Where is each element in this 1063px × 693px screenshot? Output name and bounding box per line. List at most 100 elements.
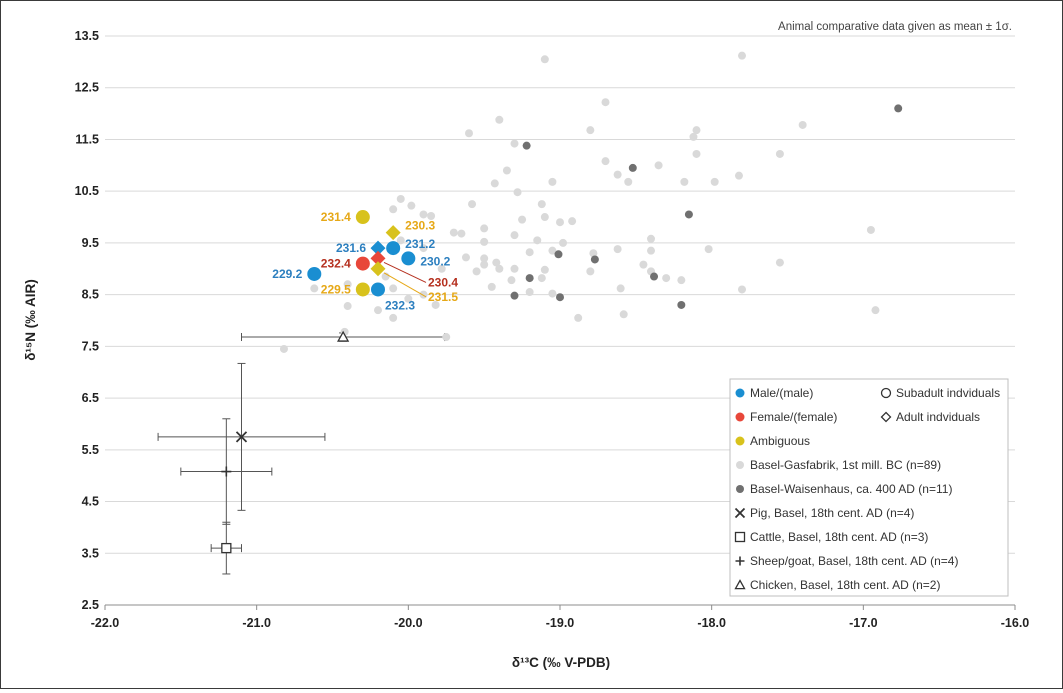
data-label: 229.2 (272, 267, 302, 281)
sheep-goat-basel-18th-cent-ad-n-4-mean (221, 466, 232, 477)
y-tick-label: 10.5 (75, 184, 99, 198)
y-tick-label: 4.5 (82, 495, 99, 509)
basel-gasfabrik-1st-mill-bc-n-89-point (548, 246, 557, 255)
basel-waisenhaus-ca-400-ad-n-11-point (590, 255, 599, 264)
basel-gasfabrik-1st-mill-bc-n-89-point (427, 212, 436, 221)
basel-gasfabrik-1st-mill-bc-n-89-point (559, 238, 568, 247)
data-label: 231.6 (336, 241, 366, 255)
basel-gasfabrik-1st-mill-bc-n-89-point (692, 126, 701, 135)
legend-label: Chicken, Basel, 18th cent. AD (n=2) (750, 578, 940, 592)
basel-gasfabrik-1st-mill-bc-n-89-point (775, 258, 784, 267)
y-tick-label: 9.5 (82, 236, 99, 250)
basel-gasfabrik-1st-mill-bc-n-89-point (507, 276, 516, 285)
male-male-point (370, 240, 386, 256)
basel-gasfabrik-1st-mill-bc-n-89-point (589, 249, 598, 258)
basel-gasfabrik-1st-mill-bc-n-89-point (738, 285, 746, 294)
x-tick-label: -18.0 (697, 616, 726, 630)
basel-gasfabrik-1st-mill-bc-n-89-point (389, 205, 398, 214)
basel-gasfabrik-1st-mill-bc-n-89-point (704, 245, 713, 254)
legend-marker-adult-indviduals (880, 411, 892, 423)
basel-waisenhaus-ca-400-ad-n-11-point (525, 274, 534, 283)
chart-note: Animal comparative data given as mean ± … (778, 21, 1012, 33)
basel-gasfabrik-1st-mill-bc-n-89-point (537, 200, 546, 209)
basel-gasfabrik-1st-mill-bc-n-89-point (510, 139, 519, 148)
basel-gasfabrik-1st-mill-bc-n-89-point (586, 267, 595, 276)
x-tick-label: -19.0 (546, 616, 575, 630)
female-female-point (370, 250, 386, 266)
basel-gasfabrik-1st-mill-bc-n-89-point (525, 248, 534, 257)
basel-waisenhaus-ca-400-ad-n-11-point (522, 141, 531, 150)
basel-gasfabrik-1st-mill-bc-n-89-point (533, 236, 542, 245)
basel-gasfabrik-1st-mill-bc-n-89-point (419, 290, 428, 299)
basel-gasfabrik-1st-mill-bc-n-89-point (866, 225, 875, 234)
basel-waisenhaus-ca-400-ad-n-11-point (554, 250, 563, 259)
basel-gasfabrik-1st-mill-bc-n-89-point (468, 200, 477, 209)
axes: 2.5 3.5 4.5 5.5 6.5 7.5 8.5 9.5 10.5 11.5 12.5 13.5… (75, 29, 1030, 630)
legend-label: Male/(male) (750, 386, 813, 400)
basel-gasfabrik-1st-mill-bc-n-89-point (624, 177, 633, 186)
error-bars (157, 332, 446, 575)
y-tick-label: 5.5 (82, 443, 99, 457)
basel-gasfabrik-1st-mill-bc-n-89-point (442, 333, 451, 342)
basel-gasfabrik-1st-mill-bc-n-89-point (457, 229, 466, 238)
y-tick-label: 8.5 (82, 288, 99, 302)
basel-gasfabrik-1st-mill-bc-n-89-point (548, 289, 557, 298)
x-tick-label: -21.0 (242, 616, 271, 630)
basel-gasfabrik-1st-mill-bc-n-89-point (389, 284, 398, 293)
ambiguous-point (355, 210, 370, 225)
basel-gasfabrik-1st-mill-bc-n-89-point (502, 166, 511, 175)
basel-gasfabrik-1st-mill-bc-n-89-point (487, 282, 496, 291)
basel-gasfabrik-1st-mill-bc-n-89-point (419, 244, 428, 253)
data-label: 231.2 (405, 237, 435, 251)
basel-gasfabrik-1st-mill-bc-n-89-point (540, 265, 549, 274)
basel-gasfabrik-1st-mill-bc-n-89-point (548, 177, 557, 186)
legend: Male/(male) Subadult indviduals Female/(fe… (729, 378, 1009, 597)
basel-gasfabrik-1st-mill-bc-n-89-point (586, 126, 595, 135)
ambiguous-point (355, 282, 370, 297)
legend-marker-basel-waisenhaus-ca-400-ad-n-11 (736, 485, 744, 493)
ambiguous-point (385, 225, 401, 241)
data-points (221, 51, 903, 554)
female-female-point (355, 256, 370, 271)
data-label: 229.5 (321, 282, 351, 296)
basel-gasfabrik-1st-mill-bc-n-89-point (472, 267, 481, 276)
basel-gasfabrik-1st-mill-bc-n-89-point (677, 276, 686, 285)
legend-label: Female/(female) (750, 410, 837, 424)
basel-gasfabrik-1st-mill-bc-n-89-point (689, 132, 698, 141)
basel-waisenhaus-ca-400-ad-n-11-point (628, 163, 637, 172)
data-label: 231.5 (428, 290, 458, 304)
basel-gasfabrik-1st-mill-bc-n-89-point (449, 228, 458, 237)
data-label: 231.4 (321, 210, 351, 224)
basel-gasfabrik-1st-mill-bc-n-89-point (407, 201, 416, 210)
data-label: 232.3 (385, 298, 415, 312)
basel-gasfabrik-1st-mill-bc-n-89-point (396, 194, 405, 203)
legend-label: Sheep/goat, Basel, 18th cent. AD (n=4) (750, 554, 958, 568)
basel-gasfabrik-1st-mill-bc-n-89-point (540, 55, 549, 64)
basel-gasfabrik-1st-mill-bc-n-89-point (639, 260, 648, 269)
y-axis-title: δ¹⁵N (‰ AIR) (23, 279, 38, 361)
data-label: 232.4 (321, 257, 351, 271)
basel-waisenhaus-ca-400-ad-n-11-point (677, 300, 686, 309)
basel-waisenhaus-ca-400-ad-n-11-point (894, 104, 903, 113)
basel-gasfabrik-1st-mill-bc-n-89-point (419, 210, 428, 219)
data-label: 230.3 (405, 219, 435, 233)
x-tick-label: -20.0 (394, 616, 423, 630)
basel-gasfabrik-1st-mill-bc-n-89-point (710, 177, 719, 186)
legend-label: Adult indviduals (896, 410, 980, 424)
basel-gasfabrik-1st-mill-bc-n-89-point (374, 306, 382, 315)
legend-label: Basel-Waisenhaus, ca. 400 AD (n=11) (750, 482, 952, 496)
basel-gasfabrik-1st-mill-bc-n-89-point (343, 302, 352, 311)
basel-gasfabrik-1st-mill-bc-n-89-point (613, 170, 622, 179)
basel-gasfabrik-1st-mill-bc-n-89-point (480, 224, 489, 233)
basel-gasfabrik-1st-mill-bc-n-89-point (568, 217, 577, 226)
basel-gasfabrik-1st-mill-bc-n-89-point (513, 188, 522, 197)
basel-gasfabrik-1st-mill-bc-n-89-point (495, 264, 504, 273)
legend-marker-basel-gasfabrik-1st-mill-bc-n-89 (736, 461, 744, 469)
basel-gasfabrik-1st-mill-bc-n-89-point (480, 237, 489, 246)
basel-gasfabrik-1st-mill-bc-n-89-point (601, 157, 610, 166)
basel-gasfabrik-1st-mill-bc-n-89-point (510, 231, 519, 240)
basel-gasfabrik-1st-mill-bc-n-89-point (871, 306, 880, 315)
legend-marker-ambiguous (735, 436, 745, 446)
basel-gasfabrik-1st-mill-bc-n-89-point (480, 260, 489, 269)
